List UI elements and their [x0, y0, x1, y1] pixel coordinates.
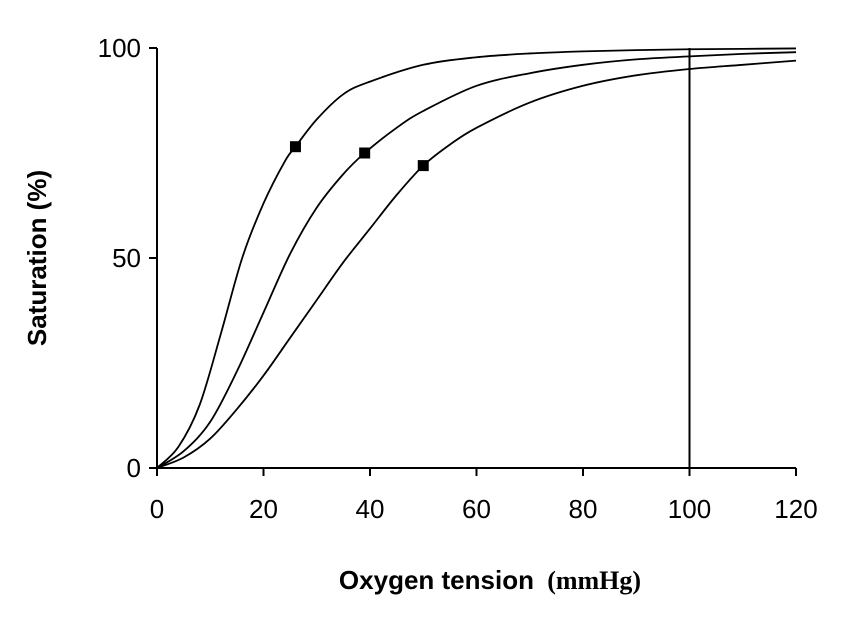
x-axis-title: Oxygen tension (mmHg): [339, 565, 641, 595]
y-tick-label: 100: [98, 33, 141, 63]
x-tick-label: 0: [150, 494, 164, 524]
data-marker-2: [359, 147, 371, 159]
x-tick-label: 20: [249, 494, 278, 524]
plot-area: [156, 47, 797, 469]
x-tick-label: 120: [774, 494, 817, 524]
x-axis-unit: (mmHg): [547, 566, 641, 595]
x-tick-label: 40: [356, 494, 385, 524]
x-axis: 0 20 40 60 80 100 120: [150, 467, 818, 524]
series-curve-1: [156, 47, 797, 469]
y-tick-label: 0: [127, 453, 141, 483]
x-tick-label: 80: [569, 494, 598, 524]
x-axis-label: Oxygen tension: [339, 565, 534, 595]
y-axis: 0 50 100: [98, 33, 158, 483]
data-marker-3: [417, 160, 429, 172]
y-tick-label: 50: [112, 243, 141, 273]
data-marker-1: [289, 141, 301, 153]
series-curve-2: [156, 51, 797, 469]
series-curve-3: [156, 59, 797, 469]
x-tick-label: 100: [668, 494, 711, 524]
x-tick-label: 60: [462, 494, 491, 524]
y-axis-title: Saturation (%): [22, 170, 52, 346]
